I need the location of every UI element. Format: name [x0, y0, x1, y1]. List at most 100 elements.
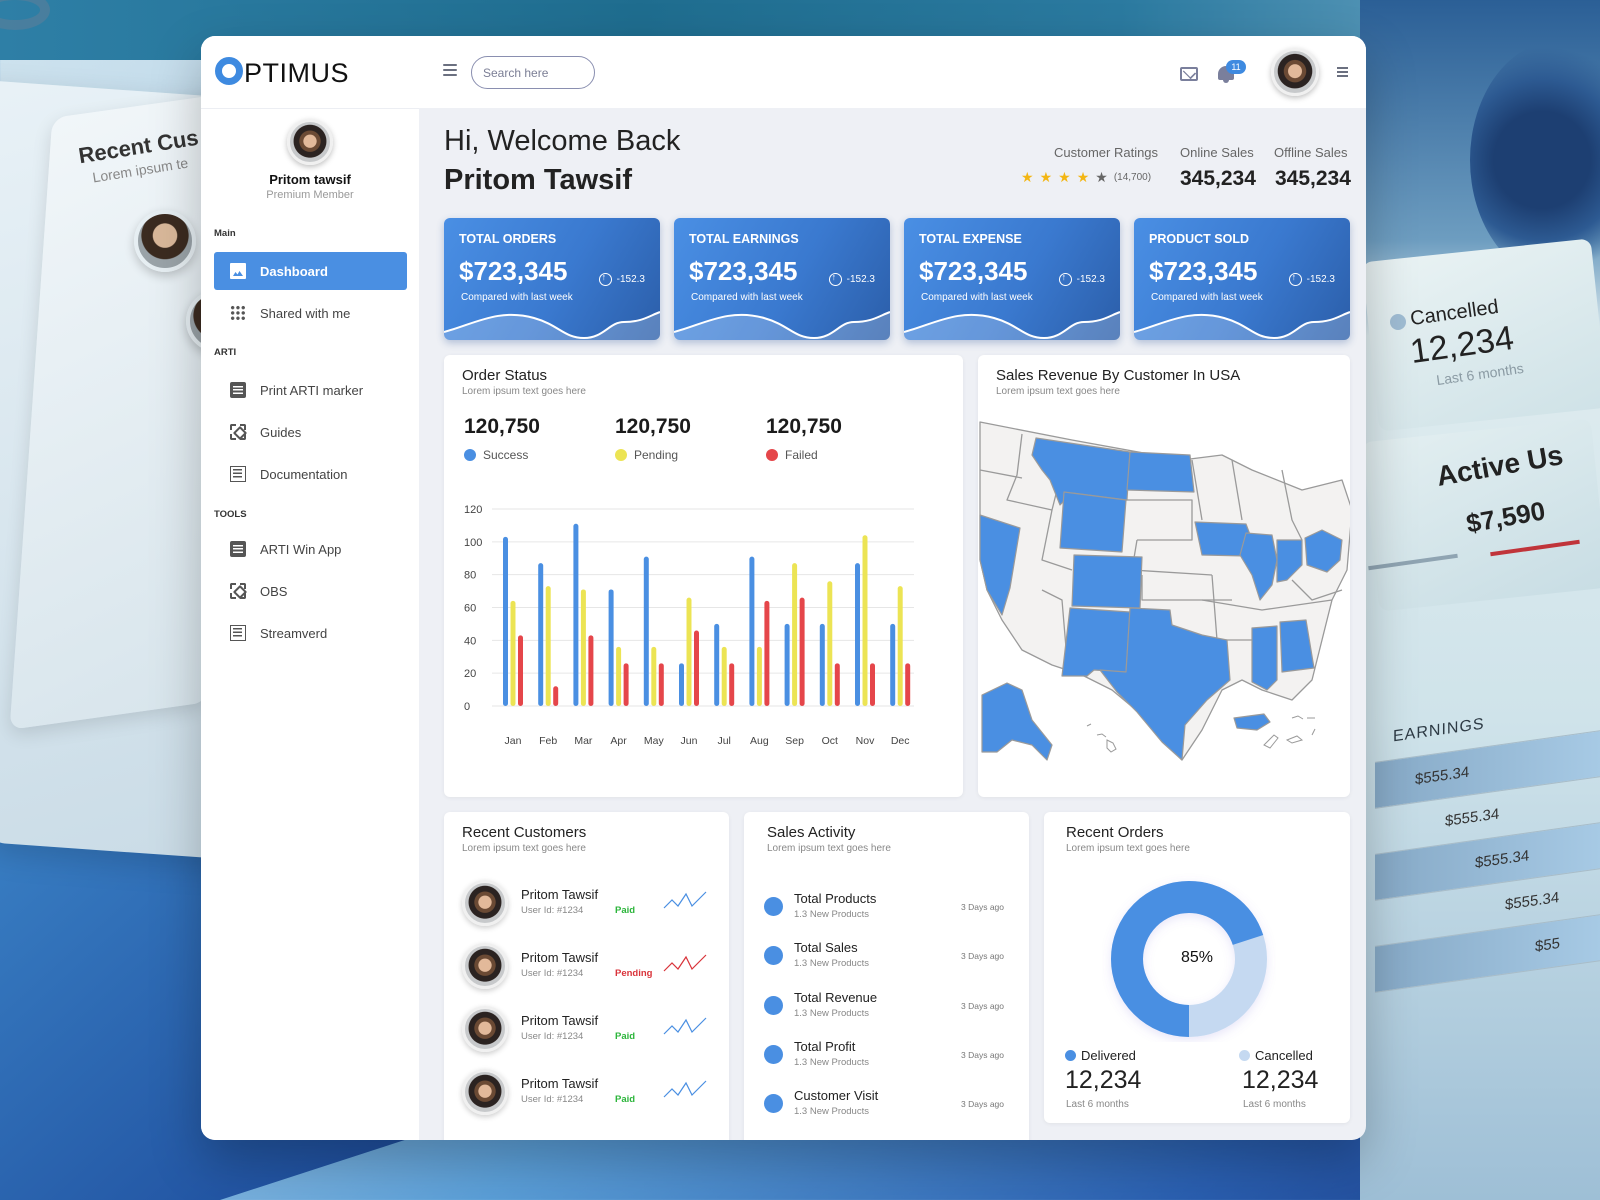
sidebar-item-obs[interactable]: OBS — [214, 572, 407, 610]
search-input[interactable] — [471, 56, 595, 89]
sidebar: Pritom tawsif Premium Member Main Dashbo… — [201, 108, 419, 1140]
background-earnings-table: EARNINGS $555.34 $555.34 $555.34 $555.34… — [1375, 683, 1600, 1200]
sidebar-avatar[interactable] — [287, 119, 333, 165]
customer-list-item[interactable]: Pritom Tawsif User Id: #1234 Paid — [462, 880, 707, 930]
kpi-title: TOTAL ORDERS — [459, 232, 557, 246]
sidebar-item-print-arti-marker[interactable]: Print ARTI marker — [214, 371, 407, 409]
bar-failed-sep — [799, 597, 805, 706]
bar-failed-jul — [729, 663, 735, 706]
list-icon — [230, 625, 246, 641]
bar-failed-mar — [588, 635, 594, 706]
bar-pending-apr — [616, 646, 622, 706]
card-title: Recent Orders — [1066, 824, 1164, 841]
sidebar-section-arti: ARTI — [214, 347, 237, 358]
activity-subtitle: 1.3 New Products — [794, 1106, 869, 1118]
sidebar-item-shared-with-me[interactable]: Shared with me — [214, 294, 407, 332]
kpi-card-total-orders[interactable]: TOTAL ORDERS $723,345 -152.3 Compared with … — [444, 218, 660, 340]
sidebar-item-documentation[interactable]: Documentation — [214, 455, 407, 493]
logo[interactable]: PTIMUS — [215, 52, 349, 89]
legend-cancelled: Cancelled — [1239, 1048, 1313, 1063]
trend-sparkline — [663, 1080, 707, 1098]
sidebar-item-label: Shared with me — [260, 305, 351, 321]
activity-title: Total Revenue — [794, 989, 878, 1005]
kpi-delta-value: -152.3 — [616, 274, 645, 285]
x-tick-label: Feb — [539, 735, 557, 747]
x-tick-label: Dec — [891, 735, 910, 747]
delivered-value: 12,234 — [1065, 1066, 1142, 1094]
activity-subtitle: 1.3 New Products — [794, 909, 869, 920]
activity-time: 3 Days ago — [961, 1000, 1004, 1011]
mail-icon[interactable] — [1180, 67, 1198, 81]
sidebar-item-label: Dashboard — [260, 263, 328, 279]
bar-failed-aug — [764, 600, 770, 706]
card-title: Sales Activity — [767, 824, 856, 841]
customer-name: Pritom Tawsif — [521, 950, 599, 965]
offline-sales-value: 345,234 — [1275, 167, 1351, 190]
bar-success-jun — [679, 663, 684, 706]
bar-failed-may — [658, 663, 664, 706]
order-status-bar-chart: 0 20 40 60 80 100 120 Jan Feb Mar Apr May Jun Jul Aug S… — [464, 504, 914, 747]
menu-icon[interactable] — [443, 64, 457, 76]
legend-label: Success — [483, 448, 529, 462]
sidebar-item-arti-win-app[interactable]: ARTI Win App — [214, 530, 407, 568]
more-menu-icon[interactable] — [1337, 67, 1348, 77]
arrow-up-circle-icon — [598, 272, 612, 286]
list-icon — [230, 466, 246, 482]
bar-pending-mar — [580, 589, 586, 706]
kpi-card-product-sold[interactable]: PRODUCT SOLD $723,345 -152.3 Compared with … — [1134, 218, 1350, 340]
activity-time: 3 Days ago — [961, 1049, 1004, 1060]
sidebar-item-label: Print ARTI marker — [260, 382, 364, 398]
failed-count: 120,750 — [766, 415, 842, 438]
sidebar-item-dashboard[interactable]: Dashboard — [214, 252, 407, 290]
online-sales-label: Online Sales — [1180, 145, 1254, 160]
bar-success-feb — [538, 563, 544, 706]
star-icon: ★ — [1021, 169, 1034, 185]
top-bar: PTIMUS 11 — [201, 36, 1366, 108]
state-nevada — [979, 514, 1021, 616]
user-avatar[interactable] — [1271, 48, 1319, 96]
customer-list-item[interactable]: Pritom Tawsif User Id: #1234 Paid — [462, 1006, 707, 1056]
kpi-card-total-expense[interactable]: TOTAL EXPENSE $723,345 -152.3 Compared with… — [904, 218, 1120, 340]
sidebar-user-name: Pritom tawsif — [269, 172, 351, 187]
state-mississippi — [1251, 625, 1278, 691]
bar-pending-jul — [721, 646, 727, 706]
legend-dot — [615, 449, 627, 461]
bar-success-sep — [784, 623, 790, 706]
activity-time: 3 Days ago — [961, 902, 1004, 912]
y-tick-label: 100 — [464, 537, 482, 549]
activity-dot-icon — [764, 897, 783, 916]
activity-subtitle: 1.3 New Products — [794, 1056, 869, 1068]
x-tick-label: Jan — [505, 735, 522, 747]
territory-puerto-rico — [1233, 713, 1271, 731]
bar-pending-jun — [686, 597, 692, 706]
customer-avatar — [462, 880, 508, 926]
state-texas — [1099, 607, 1231, 761]
bar-pending-may — [651, 646, 657, 706]
order-status-card: Order Status Lorem ipsum text goes here … — [444, 355, 963, 797]
trend-sparkline — [663, 891, 707, 909]
background-legend-dot — [1390, 314, 1406, 330]
sidebar-item-streamverd[interactable]: Streamverd — [214, 614, 407, 652]
bar-pending-sep — [792, 563, 798, 706]
customer-status: Paid — [615, 1094, 636, 1105]
legend-label: Failed — [785, 448, 818, 462]
activity-subtitle: 1.3 New Products — [794, 1007, 869, 1019]
cube-scan-icon — [230, 583, 246, 599]
delivered-sub: Last 6 months — [1066, 1099, 1129, 1110]
kpi-subtitle: Compared with last week — [1151, 292, 1263, 303]
kpi-card-total-earnings[interactable]: TOTAL EARNINGS $723,345 -152.3 Compared wit… — [674, 218, 890, 340]
recent-customers-card: Recent Customers Lorem ipsum text goes h… — [444, 812, 729, 1140]
y-tick-label: 0 — [464, 701, 470, 713]
kpi-delta-value: -152.3 — [1306, 274, 1335, 285]
customer-list-item[interactable]: Pritom Tawsif User Id: #1234 Paid — [462, 1069, 707, 1119]
customer-list-item[interactable]: Pritom Tawsif User Id: #1234 Pending — [462, 943, 707, 993]
sidebar-item-guides[interactable]: Guides — [214, 413, 407, 451]
star-empty-icon: ★ — [1095, 169, 1108, 185]
activity-title: Total Sales — [794, 940, 858, 956]
notification-badge: 11 — [1226, 60, 1246, 74]
customer-name: Pritom Tawsif — [521, 1013, 599, 1028]
legend-delivered: Delivered — [1065, 1048, 1136, 1063]
activity-dot-icon — [764, 1094, 783, 1114]
activity-time: 3 Days ago — [961, 1099, 1004, 1110]
kpi-title: TOTAL EARNINGS — [689, 232, 799, 246]
